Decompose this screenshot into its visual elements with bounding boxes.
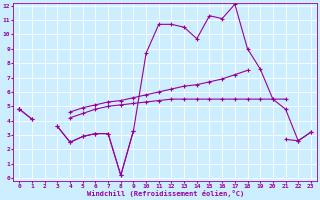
X-axis label: Windchill (Refroidissement éolien,°C): Windchill (Refroidissement éolien,°C): [86, 190, 244, 197]
